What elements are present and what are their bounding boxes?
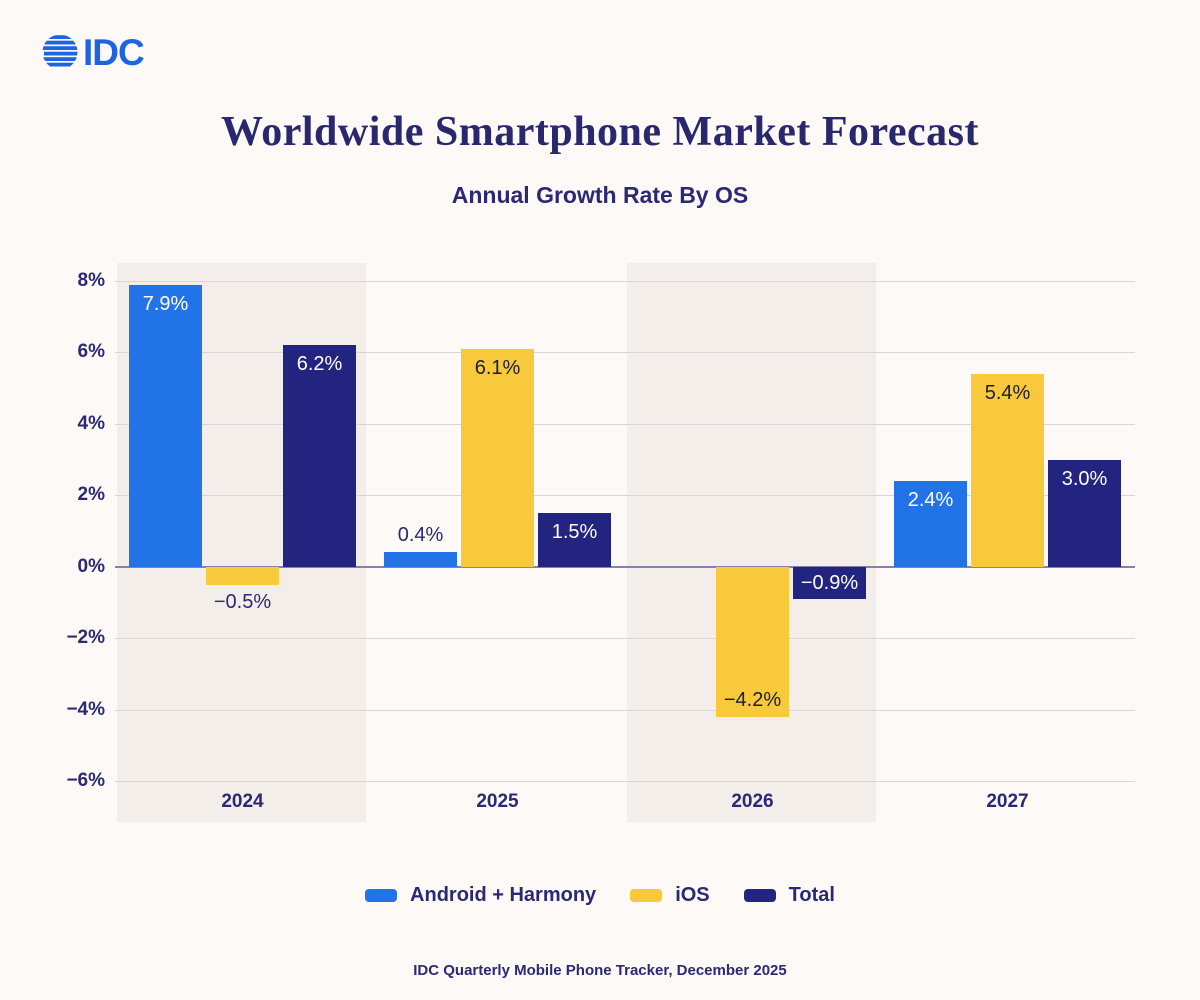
gridline (115, 352, 1135, 354)
legend-item: iOS (630, 884, 710, 907)
y-tick-label: 2% (77, 484, 105, 506)
y-tick-label: 6% (77, 341, 105, 363)
column-band (627, 263, 876, 822)
bar-android-harmony-2024 (129, 284, 202, 567)
bar-total-2025 (538, 513, 611, 567)
gridline (115, 423, 1135, 425)
gridline (115, 495, 1135, 497)
y-tick-label: −2% (66, 627, 105, 649)
plot-area: 7.9% 0.4% 2.4% −0.5% 6.1% −4.2% 5.4% 6.2% 1.5% −0… (115, 263, 1135, 822)
bar-value-label: −0.9% (800, 571, 859, 594)
bar-total-2026 (793, 566, 866, 599)
legend-label: Total (788, 884, 835, 906)
y-tick-label: 0% (77, 555, 105, 577)
legend-item: Total (743, 884, 835, 907)
source-caption: IDC Quarterly Mobile Phone Tracker, Dece… (413, 962, 787, 979)
bar-total-2024 (283, 345, 356, 567)
bar-ios-2024 (206, 566, 279, 585)
x-axis-label: 2024 (221, 791, 264, 812)
gridline (115, 709, 1135, 711)
page-subtitle: Annual Growth Rate By OS (451, 182, 749, 208)
bar-value-label: 1.5% (551, 521, 598, 544)
bar-ios-2026 (716, 566, 789, 717)
bar-ios-2027 (971, 373, 1044, 567)
bar-ios-2025 (461, 348, 534, 567)
legend-label: Android + Harmony (410, 884, 597, 906)
y-tick-label: 4% (77, 412, 105, 434)
page-title: Worldwide Smartphone Market Forecast (221, 109, 979, 155)
x-axis-label: 2026 (731, 791, 774, 812)
y-tick-label: 8% (77, 270, 105, 291)
bar-android-harmony-2027 (894, 481, 967, 567)
bar-value-label: 5.4% (984, 381, 1031, 404)
x-axis: 2024 2025 2026 2027 (115, 790, 1135, 816)
bar-value-label: 0.4% (397, 524, 444, 547)
legend-swatch (743, 889, 776, 902)
legend-swatch (365, 889, 398, 902)
bar-value-label: 7.9% (142, 292, 189, 315)
bar-value-label: 6.1% (474, 356, 521, 379)
bar-value-label: −0.5% (213, 590, 272, 613)
logo-text: IDC (83, 32, 144, 73)
legend: Android + Harmony iOS Total (0, 884, 1200, 907)
bar-value-label: −4.2% (723, 688, 782, 711)
bar-total-2027 (1048, 459, 1121, 567)
x-axis-label: 2027 (986, 791, 1029, 812)
bar-android-harmony-2025 (384, 552, 457, 567)
legend-label: iOS (675, 884, 710, 906)
y-tick-label: −6% (66, 770, 105, 791)
x-axis-label: 2025 (476, 791, 519, 812)
legend-item: Android + Harmony (365, 884, 596, 907)
idc-logo: IDC (40, 30, 170, 74)
bar-value-label: 2.4% (907, 489, 954, 511)
bar-value-label: 6.2% (296, 353, 343, 376)
gridline (115, 638, 1135, 640)
gridline (115, 281, 1135, 282)
y-tick-label: −4% (66, 698, 105, 720)
gridline (115, 781, 1135, 782)
zero-line (115, 565, 1135, 568)
bar-value-label: 3.0% (1061, 467, 1108, 490)
legend-swatch (630, 889, 663, 902)
y-axis: 8% 6% 4% 2% 0% −2% −4% −6% (0, 270, 105, 791)
globe-icon: IDC (42, 32, 145, 73)
